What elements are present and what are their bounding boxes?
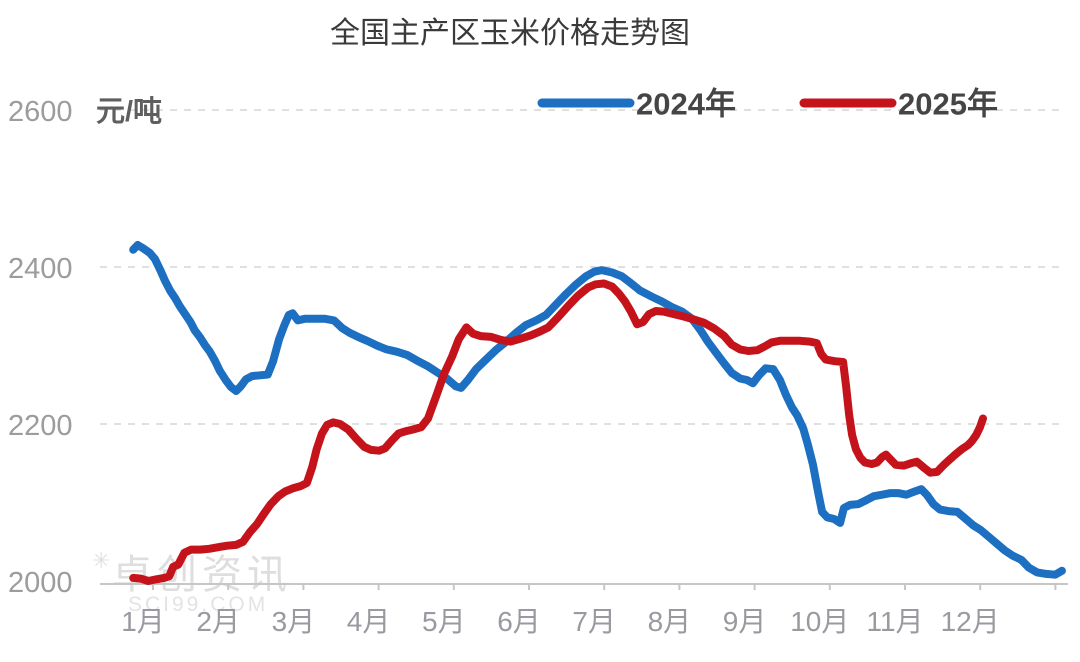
x-axis-tick-marks — [152, 584, 1057, 590]
y-tick-label-2000: 2000 — [8, 567, 73, 599]
x-tick-label-3: 3月 — [272, 606, 316, 637]
y-axis-tick-labels: 2600 2400 2200 2000 — [8, 96, 73, 599]
watermark-logo-icon: ✳ — [92, 548, 110, 573]
y-tick-label-2400: 2400 — [8, 253, 73, 285]
x-tick-label-5: 5月 — [422, 606, 466, 637]
gridlines — [100, 109, 1066, 425]
legend-label-2024: 2024年 — [636, 87, 736, 122]
x-tick-label-8: 8月 — [648, 606, 692, 637]
legend-label-2025: 2025年 — [898, 87, 998, 122]
x-tick-label-4: 4月 — [347, 606, 391, 637]
x-tick-label-6: 6月 — [497, 606, 541, 637]
series-line-2025年 — [129, 279, 987, 585]
x-tick-label-2: 2月 — [196, 606, 240, 637]
y-tick-label-2600: 2600 — [8, 96, 73, 128]
x-tick-label-11: 11月 — [866, 606, 923, 637]
legend: 2024年 2025年 — [537, 87, 998, 122]
chart-title: 全国主产区玉米价格走势图 — [330, 17, 690, 50]
watermark-site-text: SCI99.COM — [128, 593, 268, 616]
x-tick-label-7: 7月 — [572, 606, 616, 637]
x-tick-label-10: 10月 — [790, 606, 849, 637]
series-line-2024年 — [129, 241, 1066, 579]
x-tick-label-1: 1月 — [121, 606, 165, 637]
x-tick-label-12: 12月 — [941, 606, 1000, 637]
y-axis-unit-label: 元/吨 — [96, 95, 162, 128]
x-tick-label-9: 9月 — [723, 606, 767, 637]
x-axis-tick-labels: 1月 2月 3月 4月 5月 6月 7月 8月 9月 10月 11月 12月 — [121, 606, 1000, 637]
y-tick-label-2200: 2200 — [8, 410, 73, 442]
plot-series-lines — [129, 241, 1066, 585]
